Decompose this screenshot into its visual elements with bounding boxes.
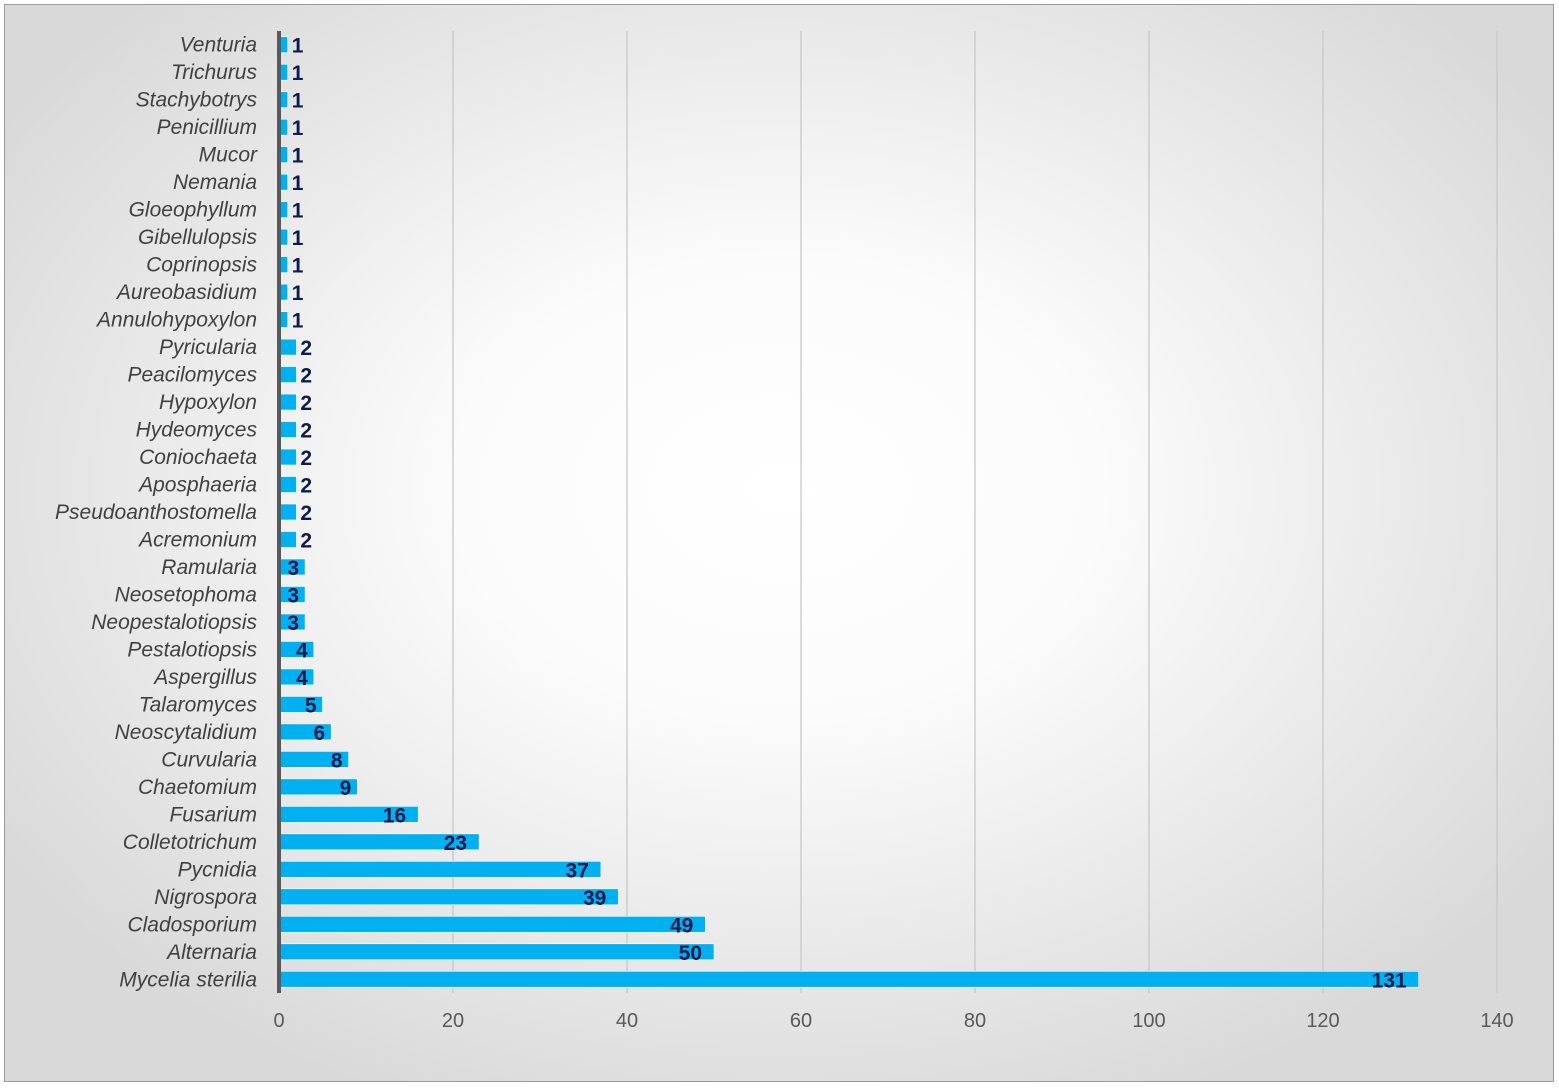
category-label: Talaromyces [139, 693, 258, 716]
data-label: 9 [340, 777, 352, 800]
category-label: Chaetomium [138, 776, 257, 799]
data-label: 1 [292, 90, 304, 113]
category-label: Pyricularia [159, 336, 257, 359]
category-label: Gloeophyllum [129, 199, 257, 222]
category-label: Coniochaeta [139, 446, 257, 469]
bar-pyricularia [278, 338, 297, 356]
category-label: Neopestalotiopsis [91, 611, 257, 634]
data-label: 2 [300, 502, 312, 525]
bar-hydeomyces [278, 421, 297, 438]
x-tick-labels: 0 20 40 60 80 100 120 140 [273, 1010, 1513, 1032]
bar-nigrospora [278, 888, 619, 906]
bar-hypoxylon [278, 393, 297, 411]
data-label: 39 [583, 887, 606, 910]
category-label: Neosetophoma [115, 583, 257, 606]
category-label: Alternaria [165, 941, 257, 964]
category-label: Neoscytalidium [115, 721, 257, 744]
category-label: Venturia [180, 34, 257, 57]
bars [278, 36, 1419, 988]
category-label: Gibellulopsis [138, 226, 258, 249]
x-tick-label: 120 [1306, 1010, 1339, 1032]
category-label: Annulohypoxylon [95, 309, 257, 332]
data-label: 50 [679, 942, 702, 965]
category-label: Aureobasidium [115, 281, 257, 304]
gridlines [452, 31, 1498, 993]
data-label: 1 [292, 200, 304, 223]
bar-alternaria [278, 943, 715, 961]
data-label: 49 [670, 914, 693, 937]
category-label: Aspergillus [152, 666, 257, 689]
data-label: 1 [292, 62, 304, 85]
data-label: 1 [292, 145, 304, 168]
category-label: Acremonium [137, 528, 257, 551]
x-tick-label: 20 [442, 1010, 464, 1032]
data-label: 37 [566, 859, 589, 882]
x-tick-label: 80 [964, 1010, 986, 1032]
category-label: Mucor [199, 144, 258, 167]
category-label: Trichurus [171, 61, 257, 84]
data-label: 1 [292, 310, 304, 333]
category-label: Coprinopsis [146, 254, 257, 277]
data-label: 1 [292, 35, 304, 58]
data-label: 2 [300, 365, 312, 388]
data-label: 3 [287, 557, 299, 580]
data-label: 5 [305, 694, 317, 717]
bar-cladosporium [278, 916, 706, 933]
category-label: Nigrospora [154, 886, 257, 909]
data-label: 4 [296, 667, 308, 690]
data-label: 3 [287, 612, 299, 635]
data-label: 131 [1372, 969, 1407, 992]
data-label: 2 [300, 337, 312, 360]
bar-mycelia-sterilia [278, 970, 1419, 988]
x-tick-label: 60 [790, 1010, 812, 1032]
bar-coniochaeta [278, 448, 297, 466]
data-label: 6 [314, 722, 326, 745]
data-label: 1 [292, 172, 304, 195]
bar-aposphaeria [278, 476, 297, 493]
x-tick-label: 100 [1132, 1010, 1165, 1032]
bar-pycnidia [278, 861, 602, 878]
category-label: Nemania [173, 171, 257, 194]
bar-chart: Venturia Trichurus Stachybotrys Penicillium… [55, 31, 1514, 1032]
category-labels: Venturia Trichurus Stachybotrys Penicillium… [55, 34, 258, 992]
data-labels: 1111111111122222222333445689162337394950… [287, 35, 1407, 993]
data-label: 2 [300, 420, 312, 443]
category-label: Mycelia sterilia [119, 968, 257, 991]
x-tick-label: 40 [616, 1010, 638, 1032]
chart-frame: Venturia Trichurus Stachybotrys Penicillium… [4, 4, 1554, 1082]
data-label: 16 [383, 804, 406, 827]
category-label: Ramularia [161, 556, 257, 579]
category-label: Colletotrichum [123, 831, 257, 854]
bar-acremonium [278, 531, 297, 548]
data-label: 8 [331, 749, 343, 772]
category-label: Penicillium [157, 116, 257, 139]
x-tick-label: 140 [1480, 1010, 1513, 1032]
category-label: Hypoxylon [159, 391, 257, 414]
data-label: 3 [287, 584, 299, 607]
data-label: 1 [292, 117, 304, 140]
category-label: Pestalotiopsis [127, 638, 257, 661]
data-label: 1 [292, 227, 304, 250]
category-label: Pseudoanthostomella [55, 501, 257, 524]
category-label: Peacilomyces [127, 364, 257, 387]
bar-peacilomyces [278, 366, 297, 383]
category-label: Fusarium [169, 803, 257, 826]
data-label: 2 [300, 447, 312, 470]
x-tick-label: 0 [273, 1010, 284, 1032]
category-label: Hydeomyces [136, 419, 258, 442]
data-label: 1 [292, 282, 304, 305]
category-label: Stachybotrys [136, 89, 258, 112]
bar-pseudoanthostomella [278, 503, 297, 521]
category-label: Pycnidia [178, 858, 257, 881]
data-label: 4 [296, 639, 308, 662]
category-label: Curvularia [161, 748, 257, 771]
data-label: 2 [300, 475, 312, 498]
data-label: 2 [300, 529, 312, 552]
data-label: 23 [444, 832, 467, 855]
category-label: Aposphaeria [137, 474, 257, 497]
data-label: 1 [292, 255, 304, 278]
data-label: 2 [300, 392, 312, 415]
category-label: Cladosporium [127, 913, 257, 936]
